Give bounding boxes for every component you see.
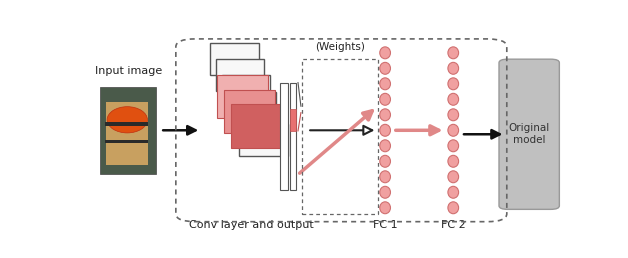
Bar bbox=[290, 83, 296, 190]
Bar bbox=[224, 90, 275, 133]
Ellipse shape bbox=[380, 93, 391, 105]
Ellipse shape bbox=[448, 171, 458, 183]
Ellipse shape bbox=[380, 78, 391, 90]
Bar bbox=[105, 140, 148, 143]
Ellipse shape bbox=[107, 107, 148, 133]
Ellipse shape bbox=[448, 93, 458, 105]
Ellipse shape bbox=[380, 140, 391, 152]
FancyBboxPatch shape bbox=[499, 59, 560, 209]
Ellipse shape bbox=[380, 186, 391, 198]
Ellipse shape bbox=[380, 202, 391, 214]
Bar bbox=[233, 108, 282, 140]
Bar bbox=[290, 109, 296, 131]
Bar bbox=[105, 123, 148, 126]
Bar bbox=[100, 87, 156, 174]
Text: FC 2: FC 2 bbox=[441, 220, 465, 230]
Text: Input image: Input image bbox=[95, 66, 162, 76]
Ellipse shape bbox=[380, 109, 391, 121]
Ellipse shape bbox=[380, 171, 391, 183]
Ellipse shape bbox=[448, 109, 458, 121]
Bar bbox=[281, 83, 288, 190]
Text: Original
model: Original model bbox=[509, 124, 550, 145]
Ellipse shape bbox=[380, 124, 391, 136]
Bar bbox=[216, 59, 264, 91]
Ellipse shape bbox=[448, 202, 458, 214]
Bar bbox=[210, 43, 259, 75]
Bar bbox=[239, 124, 288, 156]
Text: FC 1: FC 1 bbox=[373, 220, 398, 230]
Ellipse shape bbox=[448, 62, 458, 74]
Text: Conv layer and output: Conv layer and output bbox=[189, 220, 313, 230]
Ellipse shape bbox=[380, 155, 391, 167]
Ellipse shape bbox=[380, 62, 391, 74]
Bar bbox=[227, 92, 276, 124]
Ellipse shape bbox=[448, 155, 458, 167]
Ellipse shape bbox=[448, 186, 458, 198]
Text: (Weights): (Weights) bbox=[315, 42, 365, 52]
Bar bbox=[217, 75, 268, 118]
Ellipse shape bbox=[448, 140, 458, 152]
Bar bbox=[106, 102, 148, 165]
Bar bbox=[231, 104, 282, 148]
Ellipse shape bbox=[448, 124, 458, 136]
Ellipse shape bbox=[448, 78, 458, 90]
Ellipse shape bbox=[448, 47, 458, 59]
Ellipse shape bbox=[380, 47, 391, 59]
Bar bbox=[222, 75, 270, 107]
